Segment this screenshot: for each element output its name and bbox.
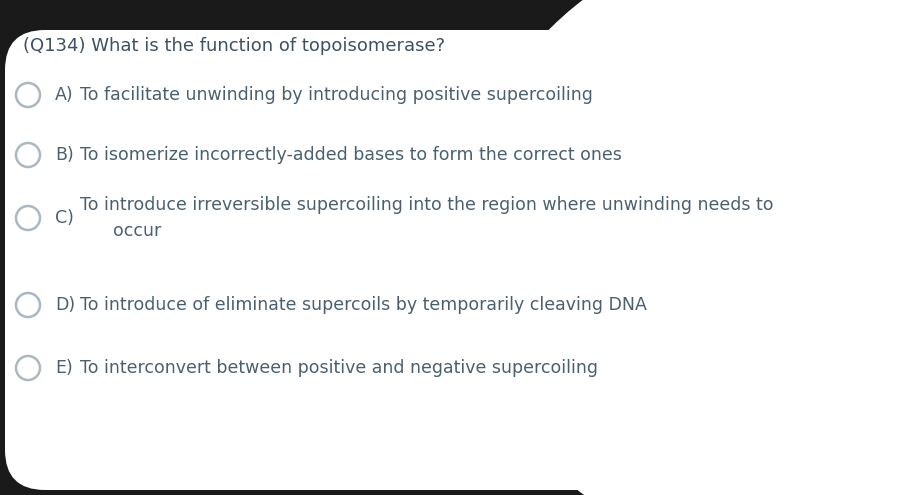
Text: E): E) [55, 359, 72, 377]
Text: (Q134) What is the function of topoisomerase?: (Q134) What is the function of topoisome… [23, 37, 445, 55]
Text: To introduce of eliminate supercoils by temporarily cleaving DNA: To introduce of eliminate supercoils by … [80, 296, 647, 314]
Text: To interconvert between positive and negative supercoiling: To interconvert between positive and neg… [80, 359, 598, 377]
Text: To introduce irreversible supercoiling into the region where unwinding needs to
: To introduce irreversible supercoiling i… [80, 196, 774, 240]
Text: A): A) [55, 86, 73, 104]
Text: To facilitate unwinding by introducing positive supercoiling: To facilitate unwinding by introducing p… [80, 86, 593, 104]
Text: B): B) [55, 146, 73, 164]
Circle shape [460, 0, 905, 495]
FancyBboxPatch shape [5, 30, 875, 490]
Text: D): D) [55, 296, 75, 314]
Text: C): C) [55, 209, 74, 227]
Text: To isomerize incorrectly-added bases to form the correct ones: To isomerize incorrectly-added bases to … [80, 146, 622, 164]
